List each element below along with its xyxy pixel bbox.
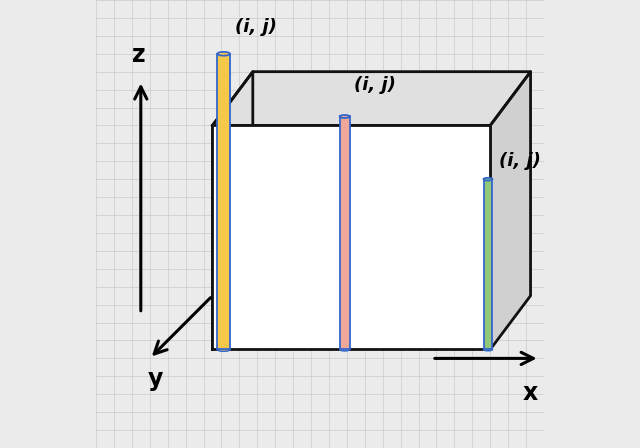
Bar [340,116,349,349]
Text: z: z [132,43,145,67]
Polygon shape [212,72,253,349]
Text: (i, j): (i, j) [235,18,276,36]
Ellipse shape [484,178,493,181]
Ellipse shape [340,348,349,351]
Ellipse shape [218,52,230,56]
Text: (i, j): (i, j) [353,76,396,94]
Text: y: y [148,367,163,392]
Polygon shape [490,72,531,349]
Polygon shape [212,72,531,125]
Text: x: x [523,381,538,405]
Bar [218,54,230,349]
Ellipse shape [484,348,493,351]
Ellipse shape [340,115,349,118]
Ellipse shape [218,348,230,351]
Text: (i, j): (i, j) [499,152,541,170]
Bar [484,179,493,349]
Polygon shape [212,125,490,349]
